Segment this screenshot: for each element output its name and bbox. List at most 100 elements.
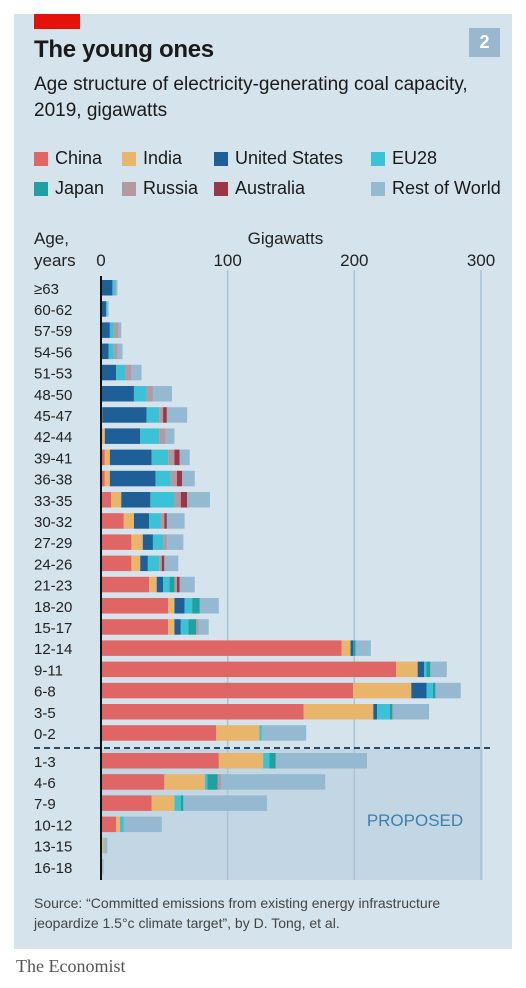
bar-australia	[177, 576, 180, 593]
existing-category-label: 21-23	[34, 578, 72, 595]
existing-category-label: 33-35	[34, 493, 72, 510]
bar-eu28	[147, 555, 160, 572]
bar-russia	[125, 364, 132, 381]
bar-japan	[269, 753, 276, 769]
bar-united-states	[174, 598, 185, 614]
existing-category-label: 45-47	[34, 408, 72, 425]
proposed-region	[101, 749, 483, 880]
legend-swatch	[34, 151, 48, 166]
bar-russia	[392, 704, 394, 720]
bar-india	[131, 555, 141, 572]
bar-russia	[170, 470, 177, 487]
bar-united-states	[121, 492, 151, 508]
bar-russia	[174, 576, 177, 593]
bar-china	[101, 492, 112, 508]
bar-russia	[174, 492, 181, 508]
legend-item-eu28: EU28	[371, 148, 437, 169]
bar-russia	[217, 774, 222, 790]
bar-united-states	[350, 640, 354, 656]
existing-category-label: 27-29	[34, 535, 72, 552]
bar-india	[168, 619, 175, 635]
bar-japan	[353, 640, 356, 656]
bar-rest-of-world	[107, 301, 109, 317]
chart-subtitle: Age structure of electricity-generating …	[34, 74, 468, 121]
bar-united-states	[142, 534, 153, 550]
proposed-category-label: 7-9	[34, 796, 56, 813]
bar-rest-of-world	[261, 725, 307, 741]
bar-united-states	[373, 704, 378, 720]
bar-rest-of-world	[179, 449, 190, 466]
bar-japan	[169, 576, 175, 593]
bar-russia	[160, 513, 165, 529]
legend-swatch	[371, 151, 385, 166]
bar-china	[101, 576, 150, 593]
bar-japan	[180, 795, 184, 811]
chart-title: The young ones	[34, 36, 214, 63]
bar-rest-of-world	[117, 343, 123, 360]
bar-japan	[426, 661, 431, 678]
existing-category-label: 3-5	[34, 705, 56, 722]
bar-rest-of-world	[116, 280, 118, 296]
bar-eu28	[377, 704, 390, 720]
legend-swatch	[34, 181, 48, 196]
bar-india	[396, 661, 418, 678]
legend-swatch	[371, 181, 385, 196]
existing-category-label: 9-11	[34, 662, 63, 679]
bar-eu28	[151, 449, 169, 466]
brand-logo-text: The Economist	[16, 956, 126, 976]
proposed-category-label: 10-12	[34, 817, 72, 834]
legend-item-united-states: United States	[214, 148, 343, 169]
existing-category-label: 54-56	[34, 344, 72, 361]
existing-category-label: 15-17	[34, 620, 72, 637]
legend-swatch	[214, 181, 228, 196]
existing-category-label: 0-2	[34, 726, 56, 743]
bar-rest-of-world	[152, 386, 172, 402]
brand-red-bar	[34, 14, 80, 29]
bar-japan	[389, 704, 393, 720]
bar-rest-of-world	[275, 753, 367, 769]
bar-eu28	[180, 619, 189, 635]
bar-india	[102, 428, 105, 444]
bar-japan	[188, 619, 196, 635]
bar-australia	[174, 449, 180, 466]
bar-russia	[159, 407, 164, 423]
bar-china	[101, 774, 165, 790]
bar-rest-of-world	[165, 428, 175, 444]
legend-label: Rest of World	[392, 178, 501, 198]
bar-china	[101, 555, 132, 572]
bar-india	[104, 470, 110, 487]
bar-australia	[180, 492, 188, 508]
bar-russia	[163, 534, 167, 550]
bar-eu28	[152, 534, 164, 550]
bar-rest-of-world	[164, 555, 179, 572]
bar-india	[303, 704, 374, 720]
legend-item-japan: Japan	[34, 178, 104, 199]
existing-category-label: ≥63	[34, 281, 59, 298]
bar-rest-of-world	[103, 837, 108, 854]
bar-rest-of-world	[393, 704, 430, 720]
legend-label: United States	[235, 148, 344, 168]
bar-india	[104, 449, 110, 466]
legend-label: India	[143, 148, 183, 168]
bar-china	[101, 682, 354, 699]
legend-swatch	[214, 151, 228, 166]
bar-rest-of-world	[187, 492, 210, 508]
legend-item-australia: Australia	[214, 178, 305, 199]
bar-united-states	[101, 322, 110, 338]
bar-india	[168, 598, 175, 614]
legend-label: Australia	[235, 178, 306, 198]
bar-eu28	[140, 428, 160, 444]
bar-china	[101, 661, 397, 678]
bar-united-states	[102, 407, 147, 423]
bar-russia	[196, 619, 199, 635]
bar-united-states	[104, 428, 141, 444]
bar-russia	[113, 343, 118, 360]
y-axis-label: years	[34, 251, 76, 270]
bar-rest-of-world	[166, 407, 188, 423]
legend-label: Russia	[143, 178, 199, 198]
bar-united-states	[101, 343, 109, 360]
bar-india	[341, 640, 351, 656]
bar-rest-of-world	[166, 513, 185, 529]
bar-rest-of-world	[166, 534, 184, 550]
legend-label: Japan	[55, 178, 105, 198]
